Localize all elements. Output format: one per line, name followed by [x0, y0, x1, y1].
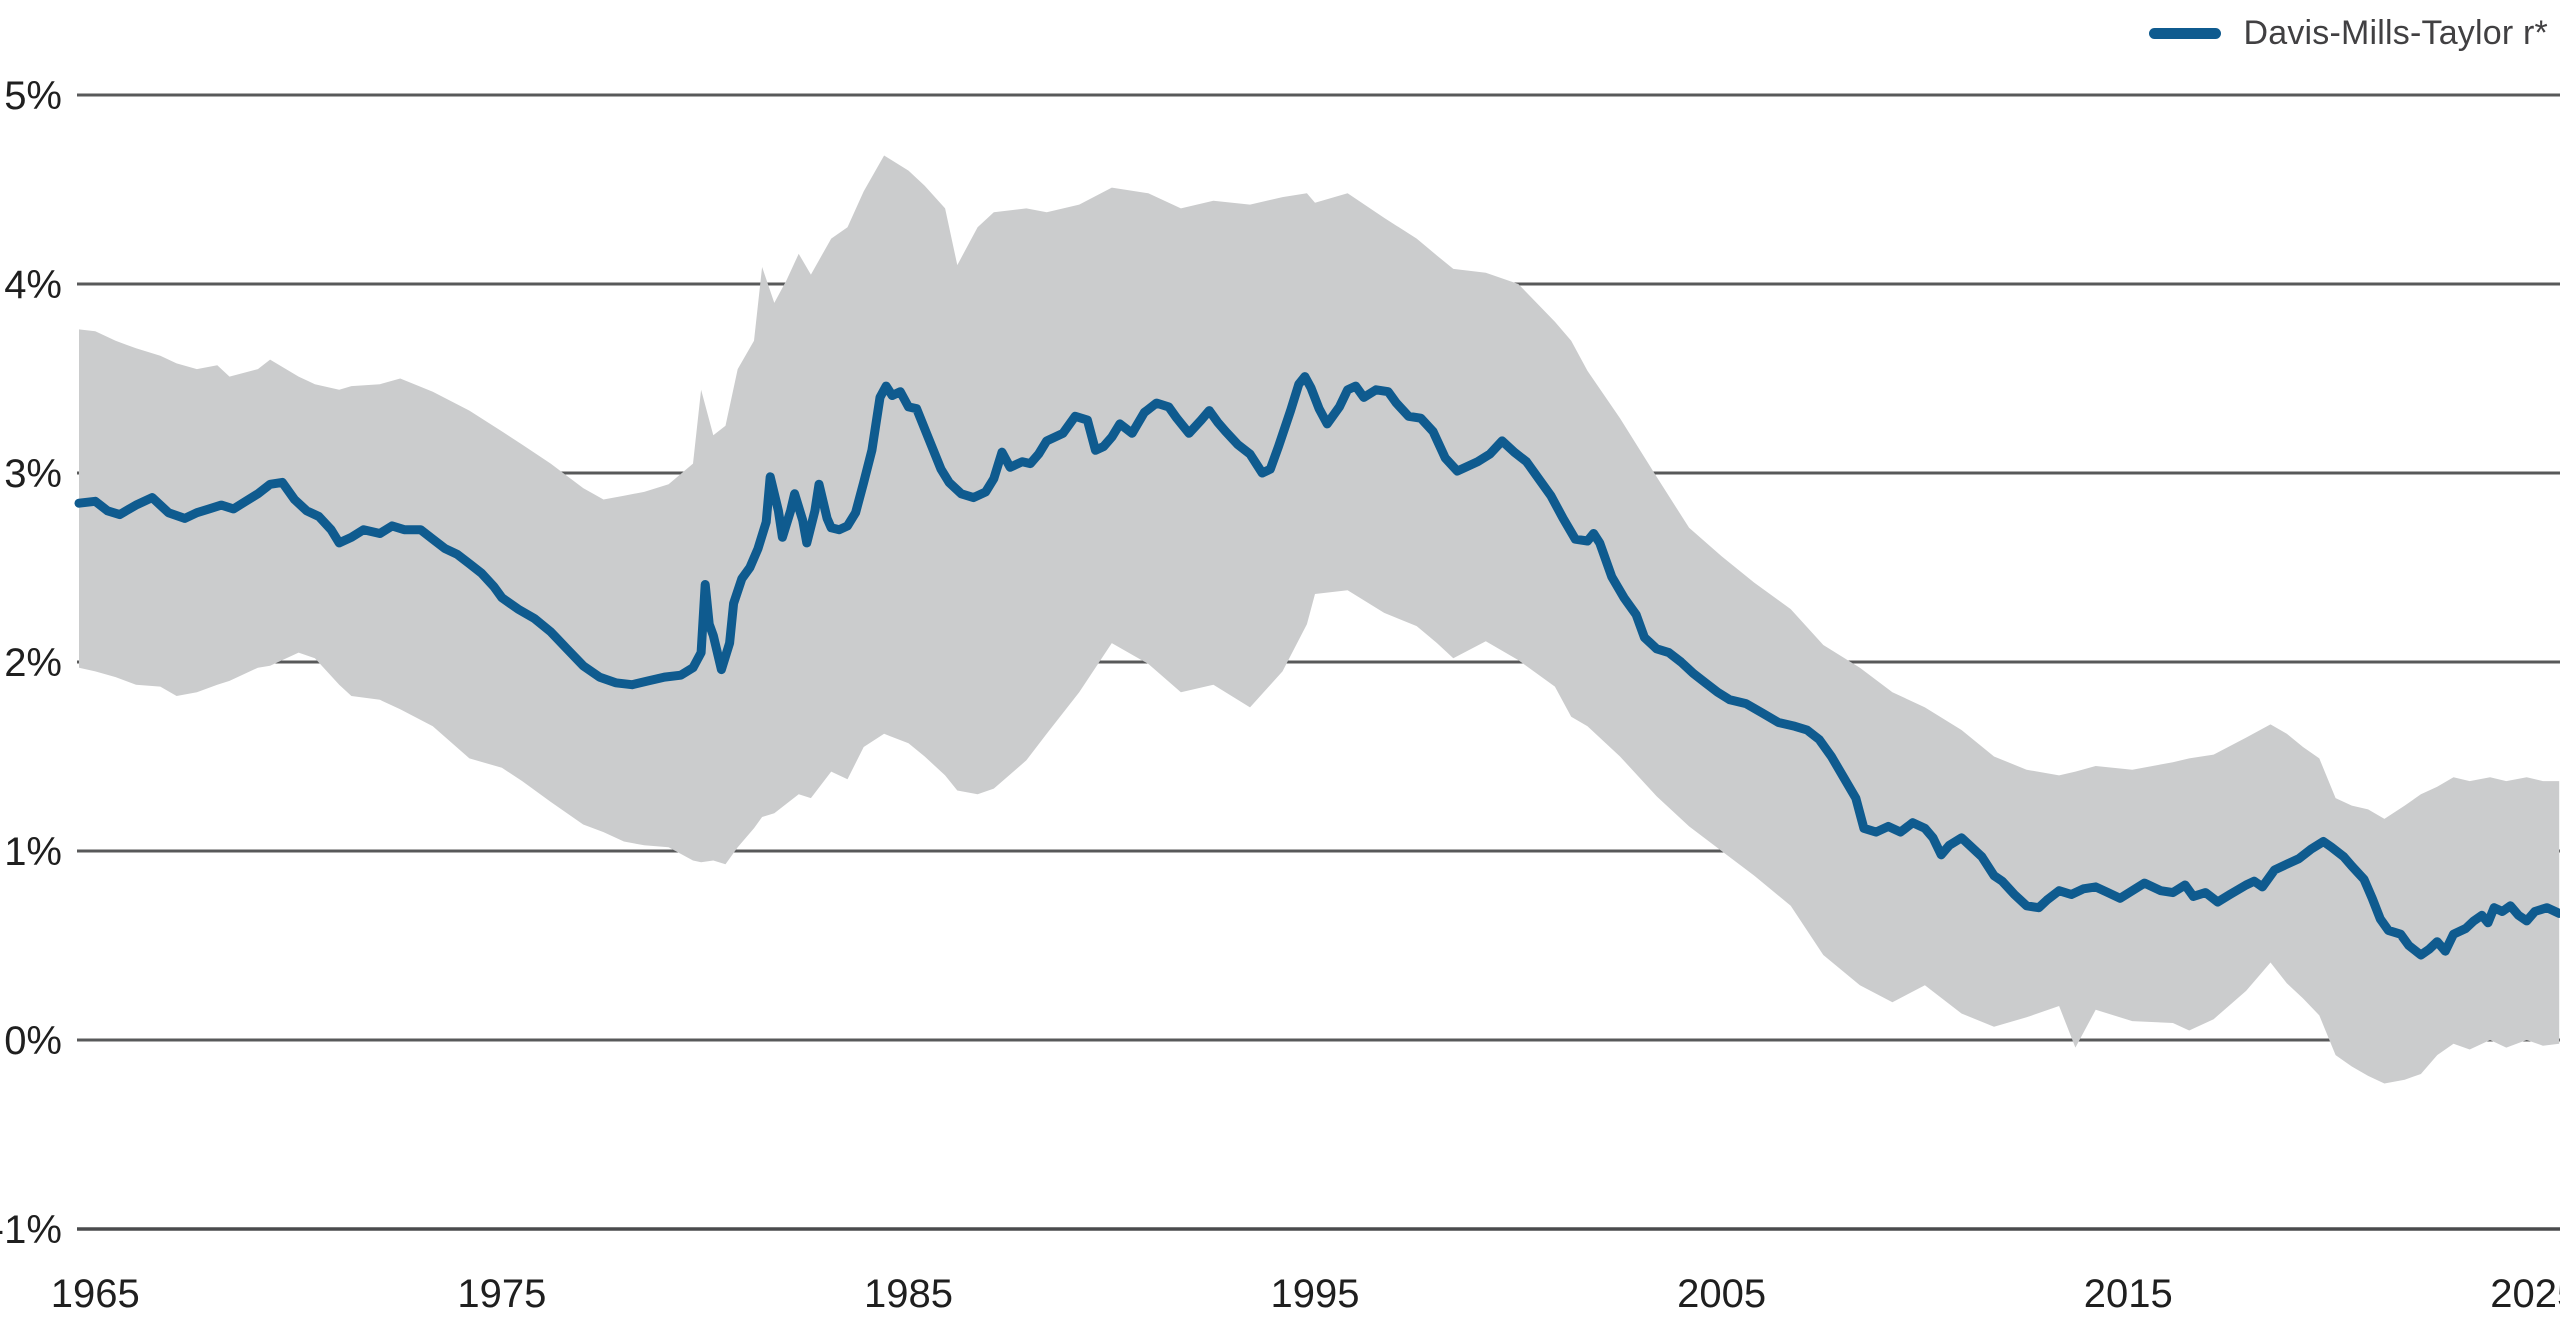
y-tick-label-4%: 4% [4, 263, 62, 307]
legend-line-swatch [2149, 28, 2222, 39]
x-tick-label-1975: 1975 [457, 1272, 546, 1316]
legend: Davis-Mills-Taylor r* [2149, 14, 2548, 53]
legend-label: Davis-Mills-Taylor r* [2243, 14, 2548, 52]
y-tick-label--1%: -1% [0, 1208, 62, 1252]
x-tick-label-2025: 2025 [2490, 1272, 2560, 1316]
y-tick-label-3%: 3% [4, 452, 62, 496]
x-tick-label-2015: 2015 [2084, 1272, 2173, 1316]
y-tick-label-2%: 2% [4, 641, 62, 685]
y-tick-label-1%: 1% [4, 830, 62, 874]
x-tick-label-1965: 1965 [51, 1272, 140, 1316]
r-star-line [74, 372, 2560, 960]
y-tick-label-0%: 0% [4, 1019, 62, 1063]
x-tick-label-2005: 2005 [1677, 1272, 1766, 1316]
uncertainty-band [79, 155, 2560, 1084]
x-tick-label-1995: 1995 [1271, 1272, 1360, 1316]
y-tick-label-5%: 5% [4, 74, 62, 118]
x-tick-label-1985: 1985 [864, 1272, 953, 1316]
